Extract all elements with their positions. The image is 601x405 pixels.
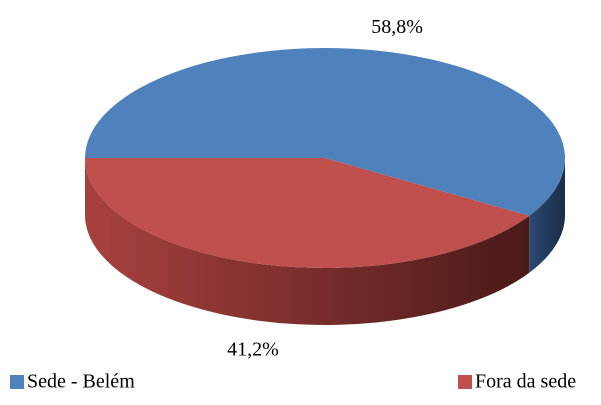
slice-side	[529, 158, 565, 273]
slice-side	[85, 158, 530, 325]
legend-swatch	[10, 375, 24, 389]
legend-label: Fora da sede	[475, 371, 576, 393]
data-label: 58,8%	[371, 16, 423, 38]
slice	[85, 47, 565, 216]
legend-label: Sede - Belém	[27, 371, 135, 393]
data-label: 41,2%	[227, 338, 279, 360]
slice	[85, 158, 530, 268]
legend-swatch	[458, 375, 472, 389]
